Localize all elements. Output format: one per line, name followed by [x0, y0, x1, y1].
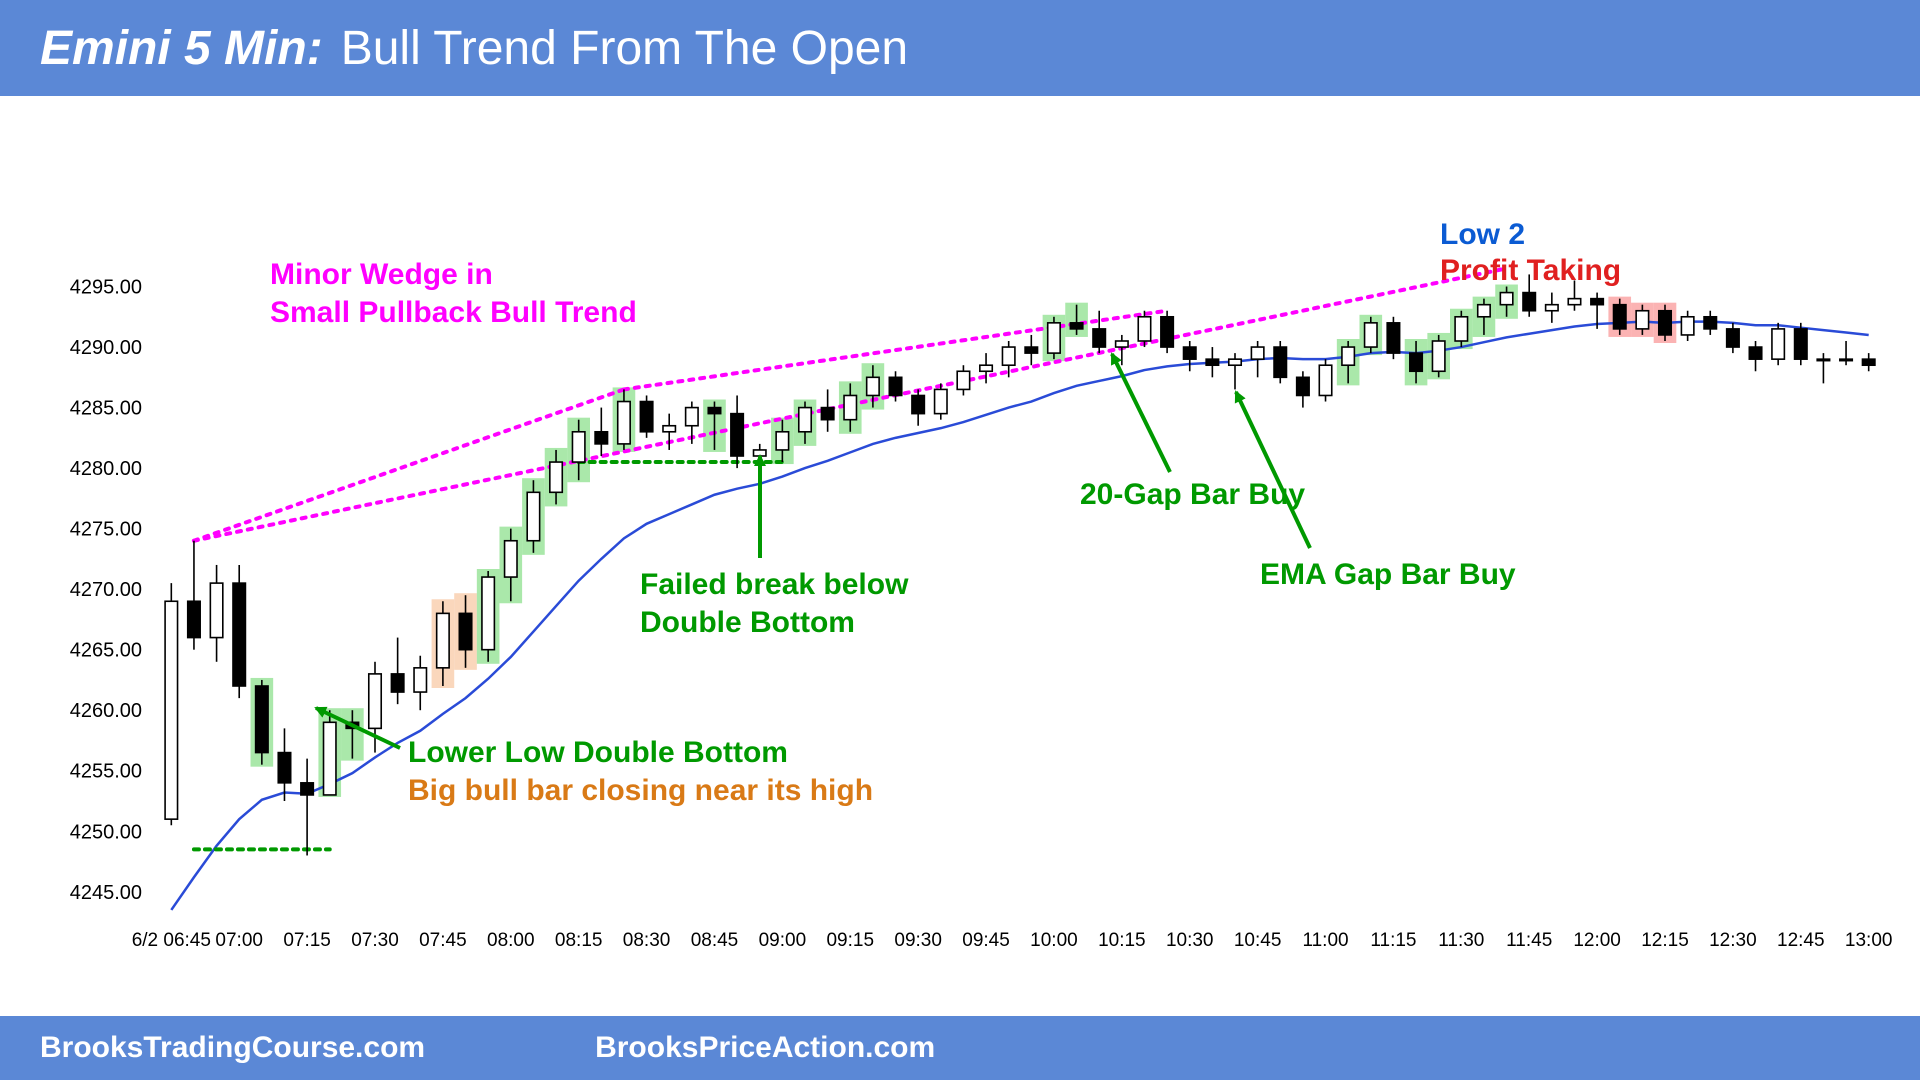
annotation-big-bull-bar: Big bull bar closing near its high — [408, 772, 873, 810]
candlestick-chart: 4245.00 4250.00 4255.00 4260.00 4265.00 4270.… — [0, 96, 1920, 1016]
annotation-lower-low-db: Lower Low Double Bottom — [408, 734, 788, 772]
svg-text:6/2 06:45: 6/2 06:45 — [132, 930, 211, 951]
svg-text:10:00: 10:00 — [1030, 930, 1078, 951]
svg-text:07:30: 07:30 — [351, 930, 399, 951]
svg-text:4280.00: 4280.00 — [70, 458, 142, 480]
svg-text:4250.00: 4250.00 — [70, 821, 142, 843]
svg-text:4265.00: 4265.00 — [70, 640, 142, 662]
svg-text:4285.00: 4285.00 — [70, 398, 142, 420]
svg-text:4290.00: 4290.00 — [70, 337, 142, 359]
svg-text:10:30: 10:30 — [1166, 930, 1214, 951]
svg-text:08:45: 08:45 — [691, 930, 739, 951]
svg-text:09:00: 09:00 — [759, 930, 807, 951]
svg-text:4245.00: 4245.00 — [70, 882, 142, 904]
annotation-profit-taking: Profit Taking — [1440, 252, 1621, 290]
header: Emini 5 Min: Bull Trend From The Open — [0, 0, 1920, 96]
svg-text:4260.00: 4260.00 — [70, 700, 142, 722]
svg-text:13:00: 13:00 — [1845, 930, 1893, 951]
svg-text:4295.00: 4295.00 — [70, 277, 142, 299]
svg-text:08:00: 08:00 — [487, 930, 535, 951]
svg-text:12:30: 12:30 — [1709, 930, 1757, 951]
svg-text:07:00: 07:00 — [215, 930, 263, 951]
annotation-gap20-label: 20-Gap Bar Buy — [1080, 476, 1305, 514]
annotation-wedge-label: Minor Wedge inSmall Pullback Bull Trend — [270, 256, 637, 331]
chart-area: 4245.00 4250.00 4255.00 4260.00 4265.00 4270.… — [0, 96, 1920, 1016]
svg-text:4270.00: 4270.00 — [70, 579, 142, 601]
annotation-failed-break: Failed break belowDouble Bottom — [640, 566, 908, 641]
svg-text:10:15: 10:15 — [1098, 930, 1146, 951]
svg-text:12:15: 12:15 — [1641, 930, 1689, 951]
svg-text:09:45: 09:45 — [962, 930, 1010, 951]
svg-text:11:30: 11:30 — [1438, 930, 1484, 951]
svg-text:11:15: 11:15 — [1370, 930, 1416, 951]
svg-text:09:30: 09:30 — [894, 930, 942, 951]
svg-text:11:00: 11:00 — [1302, 930, 1348, 951]
header-title-right: Bull Trend From The Open — [341, 21, 908, 76]
footer-site-2: BrooksPriceAction.com — [595, 1031, 935, 1065]
annotation-ema-gap-label: EMA Gap Bar Buy — [1260, 556, 1516, 594]
svg-text:12:00: 12:00 — [1573, 930, 1621, 951]
header-title-left: Emini 5 Min: — [40, 21, 323, 76]
svg-text:4255.00: 4255.00 — [70, 761, 142, 783]
svg-text:09:15: 09:15 — [826, 930, 874, 951]
svg-text:08:30: 08:30 — [623, 930, 671, 951]
footer-site-1: BrooksTradingCourse.com — [40, 1031, 425, 1065]
svg-text:07:15: 07:15 — [283, 930, 331, 951]
svg-text:12:45: 12:45 — [1777, 930, 1825, 951]
svg-text:4275.00: 4275.00 — [70, 519, 142, 541]
footer: BrooksTradingCourse.com BrooksPriceActio… — [0, 1016, 1920, 1080]
svg-text:08:15: 08:15 — [555, 930, 603, 951]
svg-text:10:45: 10:45 — [1234, 930, 1282, 951]
annotation-low2-label: Low 2 — [1440, 216, 1525, 254]
svg-text:11:45: 11:45 — [1506, 930, 1552, 951]
svg-text:07:45: 07:45 — [419, 930, 467, 951]
